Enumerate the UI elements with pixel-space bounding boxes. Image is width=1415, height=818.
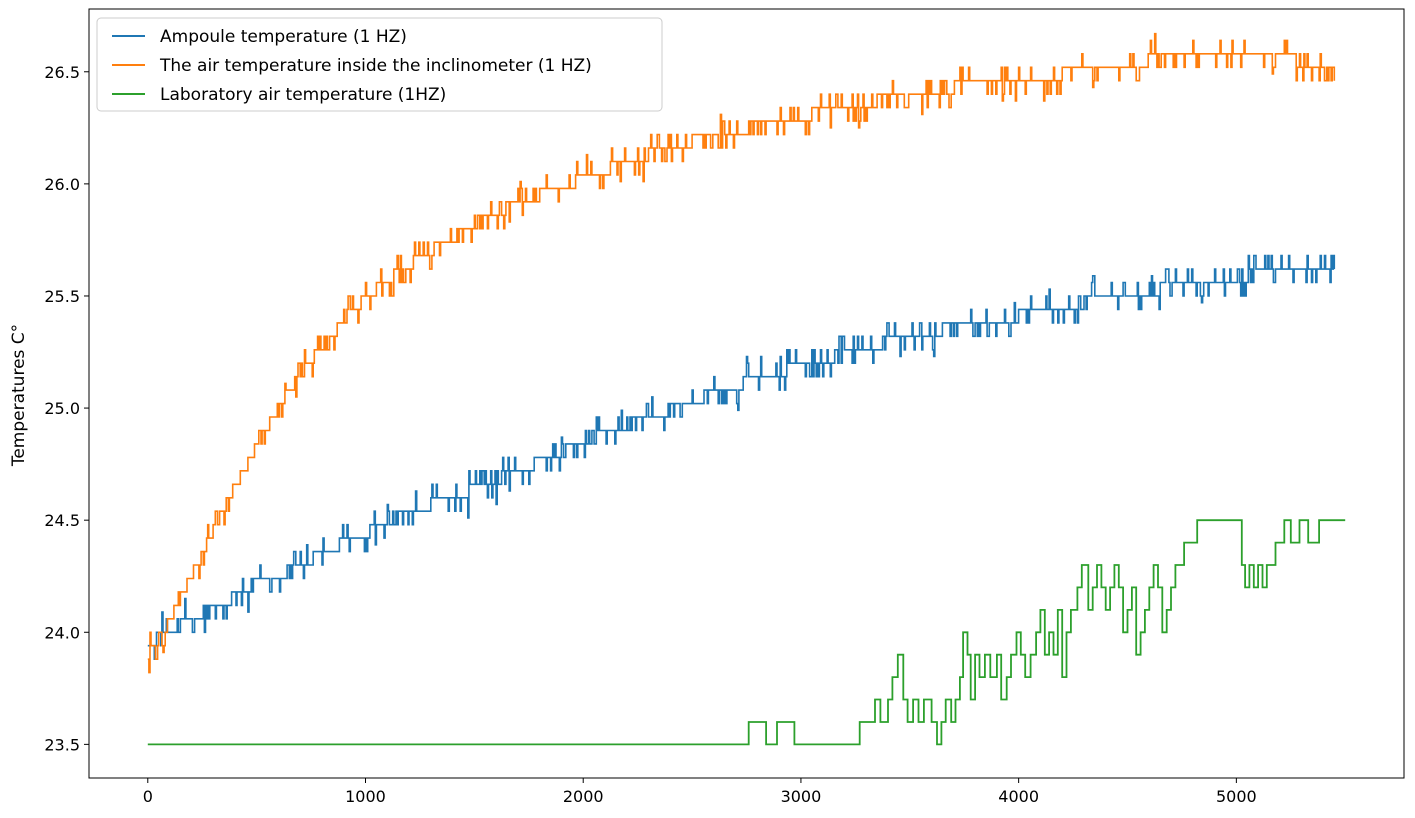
series-line-1 <box>147 32 1336 674</box>
legend-label-inclinometer-air: The air temperature inside the inclinome… <box>159 56 592 76</box>
x-tick-label: 1000 <box>345 787 386 806</box>
x-tick-label: 0 <box>143 787 153 806</box>
y-tick-label: 25.5 <box>44 287 80 306</box>
y-axis: 23.5 24.0 24.5 25.0 25.5 26.0 26.5 <box>44 63 89 754</box>
series-layer <box>147 32 1346 746</box>
x-tick-label: 2000 <box>563 787 604 806</box>
plot-area-frame <box>88 8 1405 779</box>
series-line-0 <box>147 254 1336 660</box>
series-line-2 <box>147 519 1346 746</box>
y-axis-title: Temperatures C° <box>9 324 29 467</box>
y-tick-label: 26.0 <box>44 175 80 194</box>
x-tick-label: 4000 <box>998 787 1039 806</box>
y-tick-label: 25.0 <box>44 399 80 418</box>
y-tick-label: 24.0 <box>44 623 80 642</box>
legend-label-laboratory-air: Laboratory air temperature (1HZ) <box>160 85 446 105</box>
y-tick-label: 23.5 <box>44 735 80 754</box>
x-axis: 0 1000 2000 3000 4000 5000 <box>143 778 1257 806</box>
x-tick-label: 3000 <box>781 787 822 806</box>
y-tick-label: 26.5 <box>44 63 80 82</box>
legend: Ampoule temperature (1 HZ) The air tempe… <box>96 17 663 112</box>
legend-label-ampoule: Ampoule temperature (1 HZ) <box>160 27 407 47</box>
legend-box <box>96 17 663 112</box>
y-tick-label: 24.5 <box>44 511 80 530</box>
x-tick-label: 5000 <box>1216 787 1257 806</box>
